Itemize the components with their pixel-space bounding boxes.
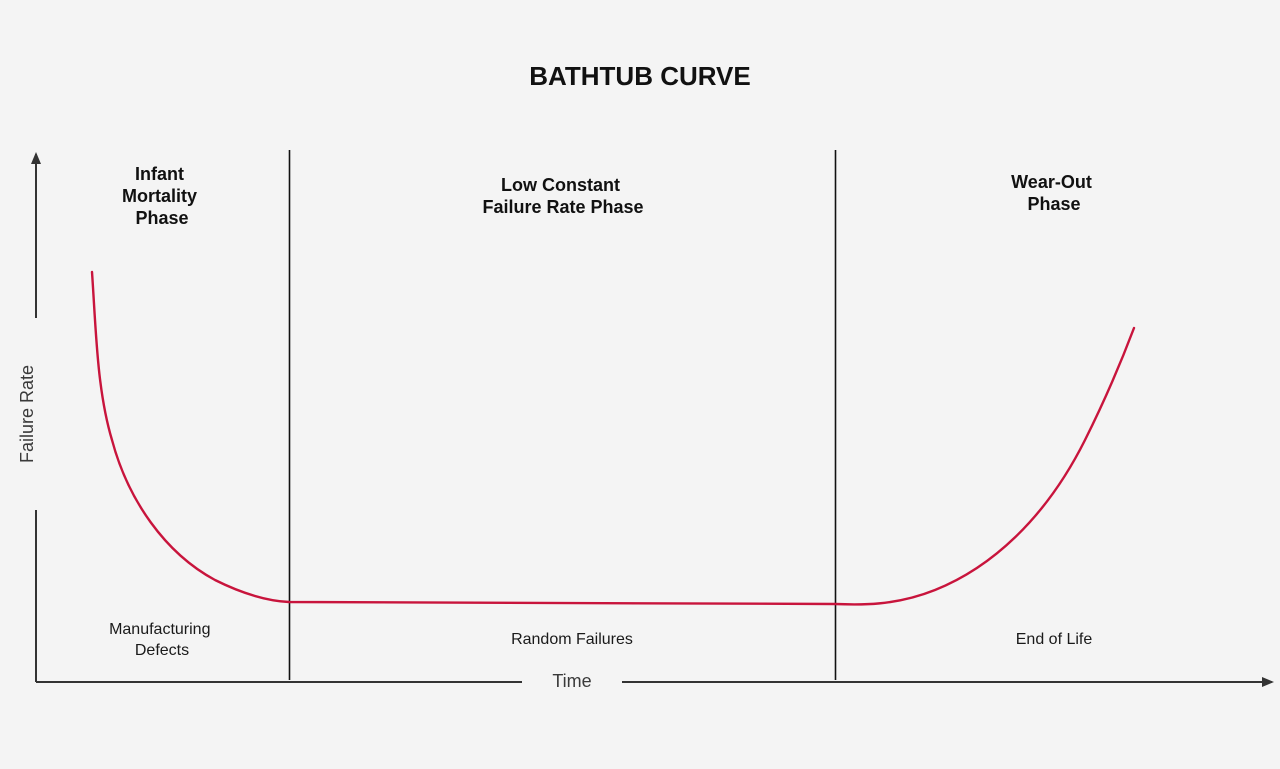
phase-cause-line: Defects — [135, 642, 189, 659]
y-axis-label: Failure Rate — [17, 365, 37, 463]
phase-title-infant-mortality: Infant Mortality Phase — [122, 164, 202, 228]
phase-title-wear-out: Wear-Out Phase — [1011, 172, 1097, 214]
phase-title-line: Failure Rate Phase — [482, 197, 643, 217]
phase-cause-line: End of Life — [1016, 631, 1093, 648]
diagram-title: BATHTUB CURVE — [529, 61, 750, 91]
phase-title-line: Wear-Out — [1011, 172, 1092, 192]
failure-rate-curve — [90, 270, 1136, 606]
phase-cause-manufacturing-defects: Manufacturing Defects — [109, 621, 215, 659]
phase-cause-line: Random Failures — [511, 631, 633, 648]
phase-cause-end-of-life: End of Life — [1016, 631, 1093, 648]
phase-title-line: Infant — [135, 164, 184, 184]
phase-cause-random-failures: Random Failures — [511, 631, 633, 648]
phase-title-line: Phase — [1027, 194, 1080, 214]
phase-cause-line: Manufacturing — [109, 621, 210, 638]
x-axis-label: Time — [552, 671, 591, 691]
phase-title-line: Phase — [135, 208, 188, 228]
phase-title-line: Low Constant — [501, 175, 620, 195]
phase-title-line: Mortality — [122, 186, 197, 206]
phase-title-low-constant: Low Constant Failure Rate Phase — [482, 175, 643, 217]
